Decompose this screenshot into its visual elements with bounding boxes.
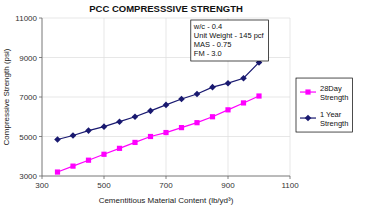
legend-label: 1 YearStrength	[320, 110, 348, 128]
text-line: Strength	[320, 93, 348, 102]
point	[225, 80, 232, 87]
grid-line	[42, 136, 290, 137]
tick	[39, 136, 42, 137]
tick	[228, 176, 229, 179]
background	[0, 0, 370, 209]
tick	[290, 176, 291, 179]
title: PCC COMPRESSSIVE STRENGTH	[89, 3, 243, 14]
series-line	[58, 62, 260, 139]
point	[85, 127, 92, 134]
tick	[39, 18, 42, 19]
text-line: 28Day	[320, 84, 342, 93]
chart: 300 500 700 900 1100 3000 5000 7000 9000 11000 Cem…	[0, 0, 370, 209]
point	[148, 134, 153, 139]
series	[55, 93, 262, 174]
tick-label: 9000	[19, 54, 37, 63]
point	[163, 130, 168, 135]
point	[70, 164, 75, 169]
plot-area	[54, 59, 262, 175]
point	[209, 84, 216, 91]
tick	[39, 176, 42, 177]
axes: 300 500 700 900 1100 3000 5000 7000 9000 11000	[15, 14, 299, 190]
point	[147, 108, 154, 115]
point	[178, 96, 185, 103]
legend-frame	[296, 78, 352, 132]
point	[101, 152, 106, 157]
grid-line	[42, 18, 43, 176]
tick-label: 5000	[19, 133, 37, 142]
legend-marker	[305, 89, 310, 94]
point	[256, 93, 261, 98]
point	[132, 140, 137, 145]
point	[225, 107, 230, 112]
annotation-box	[191, 20, 269, 61]
point	[240, 75, 247, 82]
grid	[42, 18, 290, 176]
tick	[42, 176, 43, 179]
text-line: MAS - 0.75	[194, 40, 232, 49]
point	[210, 114, 215, 119]
text-line: 1 Year	[320, 110, 342, 119]
legend-label: 28DayStrength	[320, 84, 348, 102]
tick-label: 900	[221, 181, 235, 190]
point	[116, 118, 123, 125]
tick	[39, 57, 42, 58]
y-axis-line	[42, 18, 43, 176]
tick-label: 11000	[15, 14, 37, 23]
point	[101, 123, 108, 130]
point	[241, 100, 246, 105]
series	[54, 59, 262, 143]
point	[117, 146, 122, 151]
point	[55, 169, 60, 174]
point	[194, 91, 201, 98]
tick	[39, 97, 42, 98]
tick	[104, 176, 105, 179]
point	[194, 120, 199, 125]
grid-line	[42, 18, 290, 19]
point	[86, 158, 91, 163]
point	[163, 102, 170, 109]
point	[132, 113, 139, 120]
tick-label: 300	[35, 181, 49, 190]
legend-marker	[305, 115, 312, 122]
x-axis-line	[42, 176, 290, 177]
y-axis-label: Compressive Strength (psi)	[2, 48, 11, 145]
text-line: Strength	[320, 119, 348, 128]
x-axis-label: Cementitious Material Content (lb/yd³)	[99, 196, 234, 205]
point	[179, 125, 184, 130]
annotation: w/c - 0.4Unit Weight - 145 pcfMAS - 0.75…	[191, 20, 269, 61]
tick-label: 1100	[281, 181, 299, 190]
tick-label: 500	[97, 181, 111, 190]
tick	[166, 176, 167, 179]
grid-line	[42, 176, 290, 177]
annotation-text: w/c - 0.4Unit Weight - 145 pcfMAS - 0.75…	[193, 22, 265, 58]
grid-line	[42, 97, 290, 98]
tick-label: 3000	[19, 172, 37, 181]
text-line: Unit Weight - 145 pcf	[194, 31, 265, 40]
tick-label: 7000	[19, 93, 37, 102]
legend: 28DayStrength1 YearStrength	[296, 78, 352, 132]
point	[54, 136, 61, 143]
text-line: w/c - 0.4	[193, 22, 222, 31]
point	[70, 132, 77, 139]
text-line: FM - 3.0	[194, 49, 222, 58]
tick-label: 700	[159, 181, 173, 190]
